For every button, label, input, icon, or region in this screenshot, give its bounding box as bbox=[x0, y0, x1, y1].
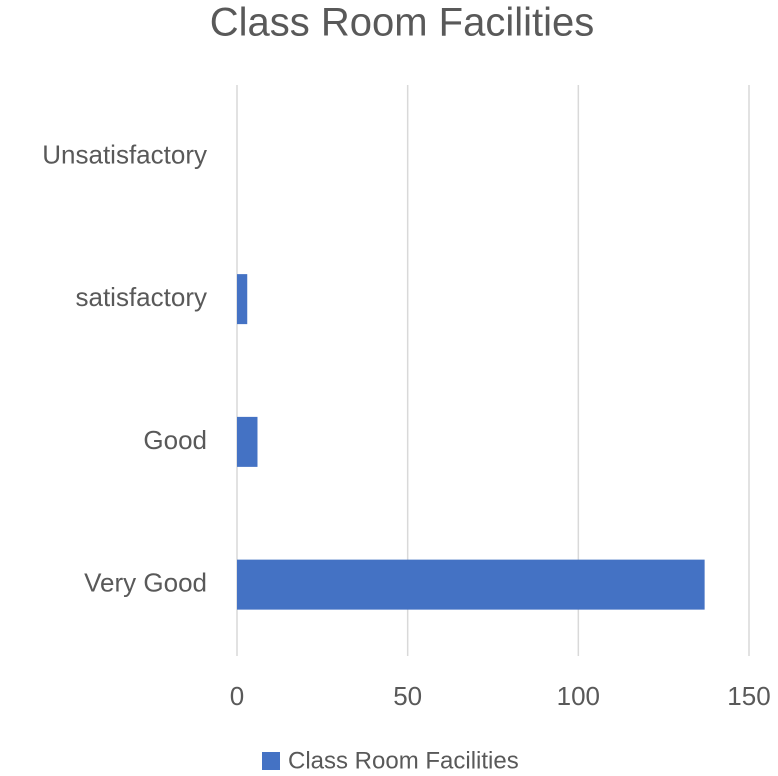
legend-label: Class Room Facilities bbox=[288, 747, 519, 774]
x-tick-label: 100 bbox=[557, 681, 600, 711]
bar bbox=[237, 274, 248, 325]
y-tick-label: Unsatisfactory bbox=[42, 139, 207, 169]
bar bbox=[237, 416, 258, 467]
x-tick-label: 0 bbox=[230, 681, 244, 711]
x-tick-label: 150 bbox=[727, 681, 770, 711]
y-tick-label: Good bbox=[143, 425, 207, 455]
x-tick-label: 50 bbox=[393, 681, 422, 711]
legend-swatch bbox=[262, 752, 280, 770]
y-tick-label: satisfactory bbox=[76, 282, 208, 312]
bar bbox=[237, 559, 705, 610]
chart-title: Class Room Facilities bbox=[210, 1, 595, 45]
y-tick-label: Very Good bbox=[84, 568, 207, 598]
